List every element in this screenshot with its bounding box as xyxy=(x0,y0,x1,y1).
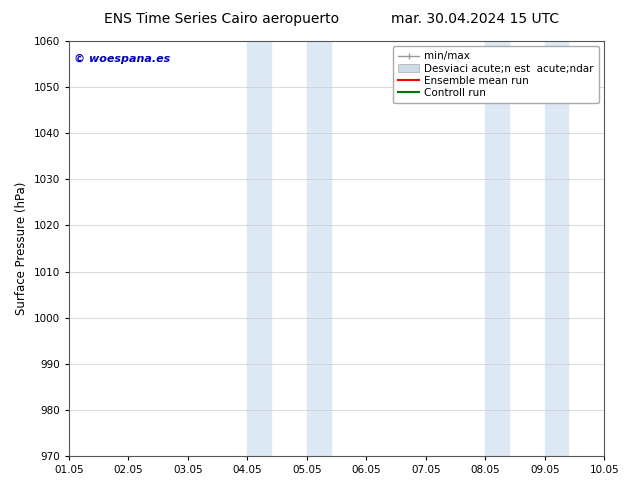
Y-axis label: Surface Pressure (hPa): Surface Pressure (hPa) xyxy=(15,182,28,315)
Bar xyxy=(247,41,271,456)
Bar xyxy=(307,41,330,456)
Text: ENS Time Series Cairo aeropuerto: ENS Time Series Cairo aeropuerto xyxy=(105,12,339,26)
Legend: min/max, Desviaci acute;n est  acute;ndar, Ensemble mean run, Controll run: min/max, Desviaci acute;n est acute;ndar… xyxy=(393,46,599,103)
Text: © woespana.es: © woespana.es xyxy=(74,53,171,64)
Bar xyxy=(545,41,569,456)
Text: mar. 30.04.2024 15 UTC: mar. 30.04.2024 15 UTC xyxy=(391,12,560,26)
Bar xyxy=(485,41,509,456)
